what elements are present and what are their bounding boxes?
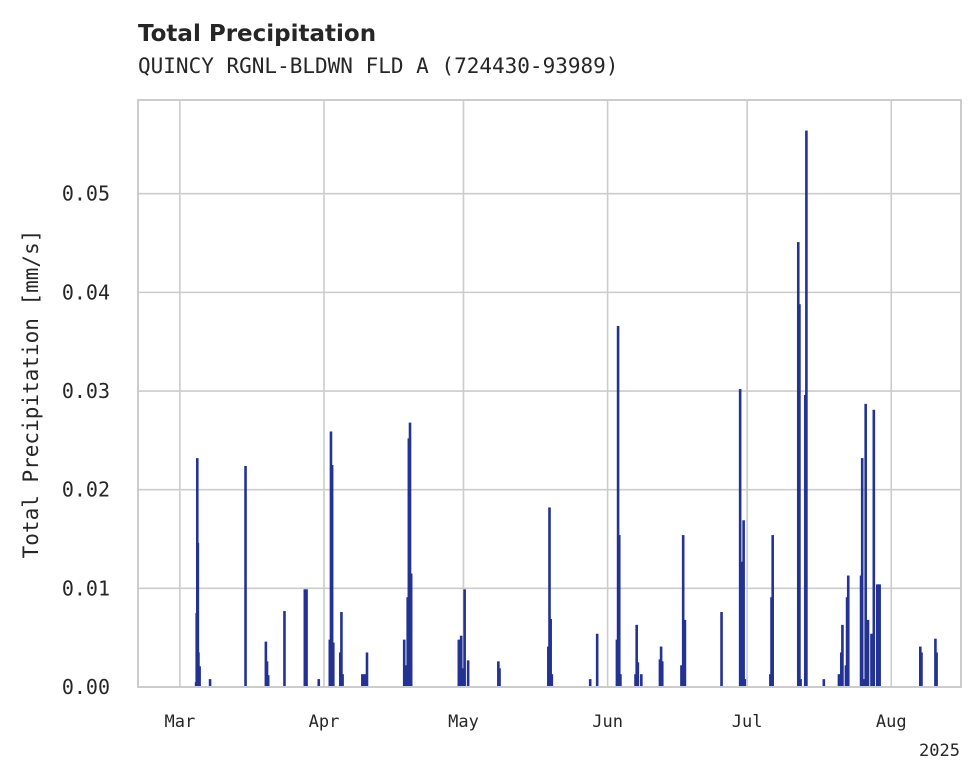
precipitation-bar	[466, 660, 470, 687]
precipitation-bar	[742, 520, 745, 687]
y-tick-label: 0.02	[62, 478, 110, 502]
precipitation-bar	[619, 674, 622, 687]
precipitation-bar	[461, 668, 464, 687]
precipitation-bar	[660, 661, 664, 687]
precipitation-bar	[196, 542, 200, 687]
precipitation-bar	[878, 584, 881, 687]
x-tick-label: Apr	[309, 712, 340, 732]
precipitation-bar	[363, 674, 366, 687]
y-tick-label: 0.01	[62, 576, 110, 600]
y-tick-label: 0.03	[62, 379, 110, 403]
precipitation-bar	[361, 674, 364, 687]
precipitation-bar	[872, 409, 876, 687]
precipitation-bar	[330, 465, 334, 687]
precipitation-bar	[738, 389, 742, 687]
x-tick-label: Mar	[164, 712, 195, 732]
precipitation-bar	[549, 618, 552, 687]
plot-frame	[137, 99, 962, 688]
precipitation-bar	[340, 612, 343, 687]
precipitation-bar	[617, 535, 621, 687]
precipitation-bar	[409, 573, 413, 687]
y-tick-labels: 0.00 0.01 0.02 0.03 0.04 0.05	[62, 182, 110, 699]
precipitation-bar	[680, 665, 683, 687]
precipitation-bar	[265, 661, 269, 687]
precipitation-bar	[636, 662, 640, 687]
precipitation-bar	[408, 422, 412, 687]
precipitation-bar	[283, 611, 286, 687]
precipitation-bar	[588, 679, 592, 687]
precipitation-bar	[860, 458, 864, 687]
y-tick-label: 0.00	[62, 675, 110, 699]
precipitation-bar	[457, 639, 461, 687]
precipitation-bar	[837, 674, 841, 687]
precipitation-bar	[365, 652, 369, 687]
precipitation-bar	[866, 619, 870, 687]
chart-subtitle: QUINCY RGNL-BLDWN FLD A (724430-93989)	[138, 54, 618, 78]
precipitation-bar	[244, 466, 247, 687]
precipitation-bar	[740, 561, 743, 687]
precipitation-bar	[498, 668, 501, 687]
precipitation-bar	[404, 665, 407, 687]
precipitation-bar	[463, 589, 466, 687]
precipitation-bar	[805, 130, 808, 687]
precipitation-bar	[548, 507, 551, 687]
x-tick-labels: Mar Apr May Jun Jul Aug	[164, 712, 906, 732]
precipitation-bar	[550, 674, 554, 687]
precipitation-bar	[595, 633, 599, 687]
precipitation-bar	[317, 679, 321, 687]
precipitation-bar	[341, 674, 344, 687]
precipitation-bar	[683, 619, 687, 687]
precipitation-bar	[798, 304, 801, 687]
precipitation-bar	[635, 624, 638, 687]
precipitation-bar	[616, 325, 620, 687]
x-tick-label: May	[448, 712, 479, 732]
precipitation-bar	[743, 679, 747, 687]
precipitation-bars	[194, 130, 938, 688]
precipitation-bar	[799, 679, 802, 687]
x-tick-label: Jun	[592, 712, 623, 732]
y-tick-label: 0.04	[62, 280, 110, 304]
precipitation-bar	[681, 535, 685, 687]
y-axis-label: Total Precipitation [mm/s]	[19, 230, 43, 559]
precipitation-bar	[266, 675, 270, 687]
precipitation-bar	[720, 612, 723, 687]
precipitation-bar	[305, 589, 308, 687]
precipitation-bar	[402, 639, 406, 687]
precipitation-bar	[459, 635, 463, 687]
precipitation-bar	[198, 666, 201, 687]
precipitation-bar	[870, 633, 873, 687]
x-tick-label: Jul	[732, 712, 763, 732]
precipitation-bar	[331, 642, 335, 687]
chart-title: Total Precipitation	[138, 21, 376, 47]
precipitation-bar	[841, 624, 844, 687]
precipitation-bar	[864, 403, 867, 687]
precipitation-bar	[822, 679, 826, 687]
x-tick-label: Aug	[876, 712, 907, 732]
x-year-label: 2025	[919, 741, 960, 761]
precipitation-bar	[846, 575, 850, 687]
precipitation-bar	[771, 535, 774, 687]
precipitation-bar	[935, 652, 938, 687]
precipitation-bar	[208, 679, 212, 687]
y-tick-label: 0.05	[62, 182, 110, 206]
precipitation-bar	[640, 674, 643, 687]
grid-lines	[138, 100, 961, 688]
precipitation-bar	[303, 589, 307, 687]
precipitation-bar	[920, 652, 923, 687]
